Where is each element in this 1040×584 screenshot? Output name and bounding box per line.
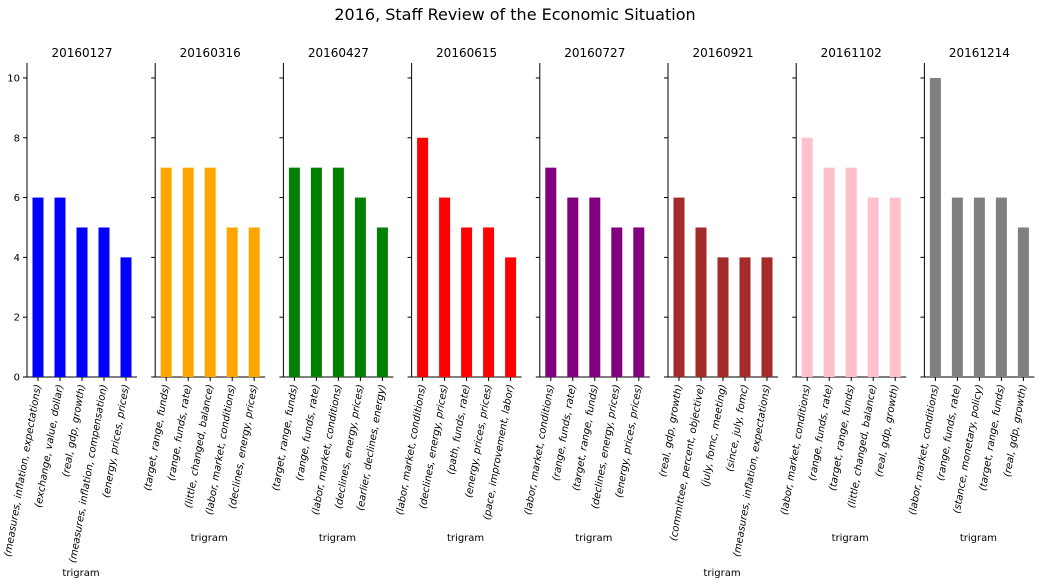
y-tick-label: 10 — [7, 73, 20, 84]
chart-title: 2016, Staff Review of the Economic Situa… — [334, 5, 695, 24]
x-tick-label: (real, gdp, growth) — [1002, 384, 1029, 478]
bar — [929, 77, 941, 377]
bar — [310, 167, 322, 377]
bar — [973, 197, 985, 377]
bar — [483, 227, 495, 377]
bar — [717, 257, 729, 377]
bar — [1017, 227, 1029, 377]
x-tick-label: (since, july, fomc) — [725, 384, 751, 473]
x-tick-label: (real, gdp, growth) — [874, 384, 901, 478]
bar — [505, 257, 517, 377]
bar — [76, 227, 88, 377]
x-tick-label: (path, funds, rate) — [446, 384, 473, 476]
y-tick-label: 6 — [14, 193, 20, 204]
panel-20160316: 20160316(target, range, funds)(range, fu… — [143, 46, 266, 544]
bar — [867, 197, 879, 377]
y-tick-label: 2 — [14, 313, 20, 324]
x-axis-label: trigram — [960, 533, 997, 544]
panel-title: 20160127 — [51, 46, 112, 60]
x-axis-label: trigram — [447, 533, 484, 544]
x-axis-label: trigram — [575, 533, 612, 544]
bar — [204, 167, 216, 377]
bar — [995, 197, 1007, 377]
bar — [248, 227, 260, 377]
bar — [567, 197, 579, 377]
panel-title: 20160727 — [564, 46, 625, 60]
bar — [160, 167, 172, 377]
x-axis-label: trigram — [62, 568, 99, 579]
bar — [545, 167, 557, 377]
y-tick-label: 0 — [14, 373, 20, 384]
bar — [951, 197, 963, 377]
panel-title: 20160921 — [692, 46, 753, 60]
x-axis-label: trigram — [191, 533, 228, 544]
x-axis-label: trigram — [832, 533, 869, 544]
panel-20161214: 20161214(labor, market, conditions)(rang… — [908, 46, 1035, 544]
panel-title: 20160615 — [436, 46, 497, 60]
panel-20160427: 20160427(target, range, funds)(range, fu… — [271, 46, 394, 544]
bar — [417, 137, 429, 377]
chart-panels: 20160127 0 2 4 6 8 10 (measures, inflation, exp… — [3, 46, 1035, 579]
bar — [633, 227, 645, 377]
panel-20160921: 20160921(real, gdp, growth)(committee, p… — [658, 46, 778, 579]
bar — [761, 257, 773, 377]
bar — [376, 227, 388, 377]
bar — [739, 257, 751, 377]
bar — [98, 227, 110, 377]
panel-20161102: 20161102(labor, market, conditions)(rang… — [779, 46, 907, 544]
bar — [695, 227, 707, 377]
panel-title: 20161214 — [949, 46, 1010, 60]
bar — [226, 227, 238, 377]
bar — [845, 167, 857, 377]
bar — [32, 197, 44, 377]
bar — [120, 257, 132, 377]
x-tick-label: (labor, market, conditions) — [908, 384, 942, 516]
bar — [332, 167, 344, 377]
y-tick-label: 8 — [14, 133, 20, 144]
bar — [589, 197, 601, 377]
bar — [889, 197, 901, 377]
bar — [439, 197, 451, 377]
x-tick-label: (measures, inflation, expectations) — [3, 384, 44, 558]
bar — [182, 167, 194, 377]
x-tick-label: (real, gdp, growth) — [658, 384, 685, 478]
x-axis-label: trigram — [319, 533, 356, 544]
x-tick-label: (labor, market, conditions) — [523, 384, 557, 516]
panel-title: 20160316 — [180, 46, 241, 60]
bar — [461, 227, 473, 377]
bar — [354, 197, 366, 377]
panel-title: 20161102 — [821, 46, 882, 60]
bar — [611, 227, 623, 377]
bar — [54, 197, 66, 377]
panel-20160727: 20160727(labor, market, conditions)(rang… — [523, 46, 650, 544]
x-tick-label: (real, gdp, growth) — [61, 384, 88, 478]
bar — [288, 167, 300, 377]
x-tick-label: (labor, market, conditions) — [779, 384, 813, 516]
bar — [673, 197, 685, 377]
panel-20160615: 20160615(labor, market, conditions)(decl… — [395, 46, 522, 544]
panel-title: 20160427 — [308, 46, 369, 60]
panel-20160127: 20160127 0 2 4 6 8 10 (measures, inflation, exp… — [3, 46, 137, 579]
bar — [801, 137, 813, 377]
x-axis-label: trigram — [703, 568, 740, 579]
bar — [823, 167, 835, 377]
y-tick-label: 4 — [14, 253, 20, 264]
